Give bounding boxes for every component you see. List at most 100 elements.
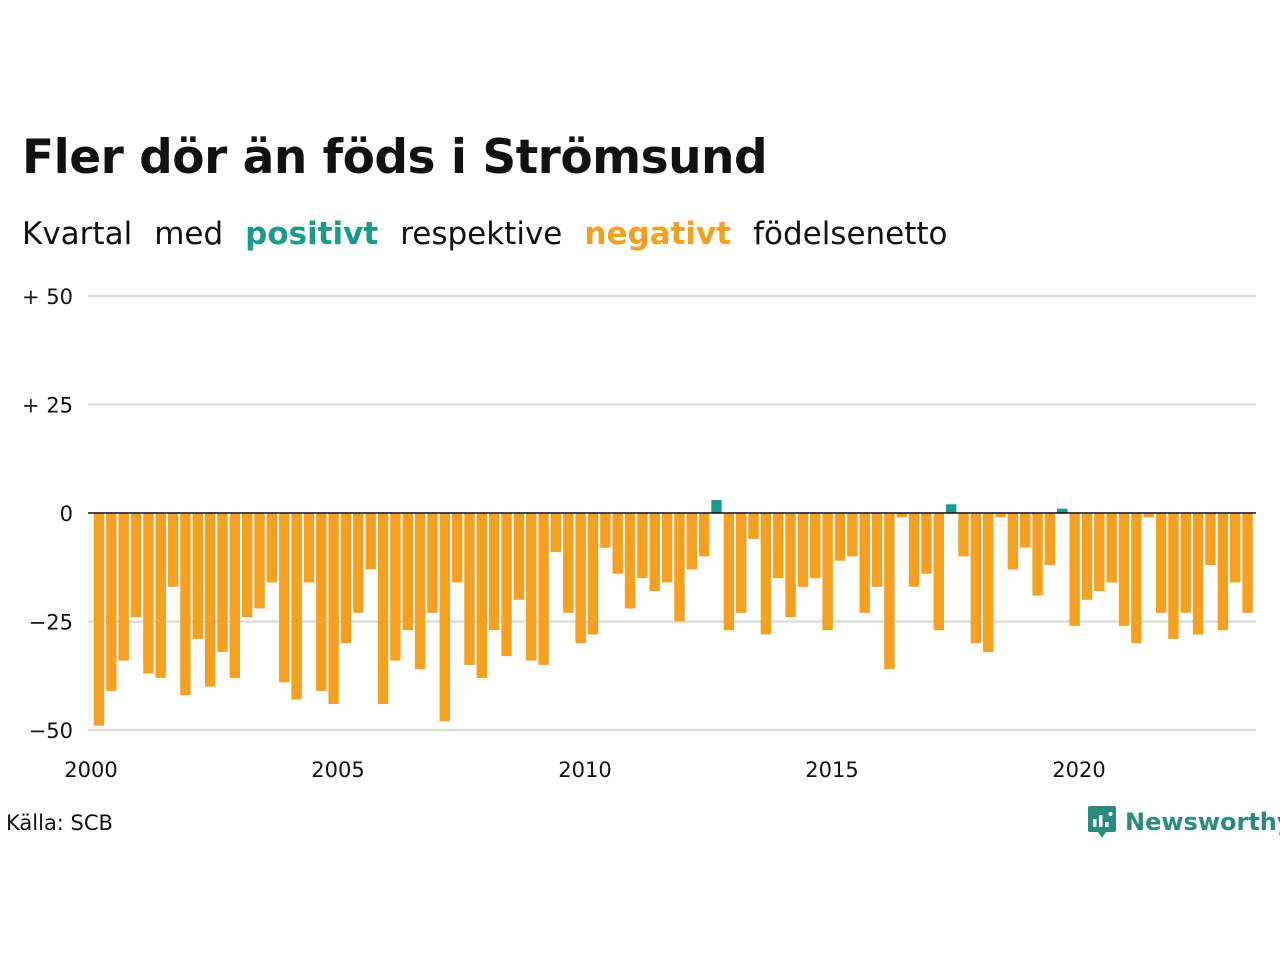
bar [155, 513, 166, 678]
bar [908, 513, 920, 587]
x-tick-label: 2020 [1052, 758, 1105, 782]
bar [970, 513, 982, 644]
bar [550, 513, 562, 553]
bar [1044, 513, 1056, 566]
bar [365, 513, 376, 570]
newsworthy-logo-icon [1088, 806, 1116, 838]
positive-legend-label: positivt [245, 216, 379, 252]
bar [624, 513, 636, 609]
bar [859, 513, 870, 613]
y-tick-label: 0 [60, 502, 73, 526]
bar [1020, 513, 1031, 548]
subtitle-word: födelsenetto [753, 216, 948, 252]
bar [217, 513, 228, 652]
bar [995, 513, 1006, 518]
bar [1057, 508, 1068, 513]
bar [686, 513, 697, 570]
bar [983, 513, 994, 652]
bar [340, 513, 352, 644]
bar [291, 513, 302, 700]
bar [1118, 513, 1130, 626]
bar [489, 513, 500, 631]
bar [538, 513, 549, 665]
bar [834, 513, 846, 561]
bar [748, 513, 759, 540]
bar [612, 513, 623, 574]
bar [1192, 513, 1204, 635]
bar [464, 513, 475, 665]
bar [1081, 513, 1093, 600]
bar [501, 513, 512, 657]
bar [945, 504, 957, 513]
bar [266, 513, 278, 583]
brand-name: Newsworthy [1125, 808, 1280, 836]
bar [921, 513, 932, 574]
bar [1242, 513, 1253, 613]
bar [661, 513, 673, 583]
bar [229, 513, 241, 678]
bar [130, 513, 142, 618]
bar [402, 513, 413, 631]
x-tick-label: 2010 [558, 758, 611, 782]
bar [1230, 513, 1241, 583]
y-axis-labels: + 50 + 25 0 −25 −50 [22, 285, 73, 743]
bar [1131, 513, 1142, 644]
bar [760, 513, 772, 635]
bar [600, 513, 611, 548]
bar [1217, 513, 1229, 631]
bar [118, 513, 129, 661]
x-tick-label: 2000 [64, 758, 117, 782]
bar [180, 513, 191, 696]
subtitle-word: med [154, 216, 224, 252]
y-tick-label: + 25 [22, 394, 73, 418]
bar [303, 513, 315, 583]
bar [279, 513, 290, 683]
bar [698, 513, 710, 557]
subtitle-word: respektive [400, 216, 563, 252]
bar [736, 513, 747, 613]
bar [1106, 513, 1117, 583]
bar [242, 513, 253, 618]
bar [587, 513, 599, 635]
bar [1205, 513, 1216, 566]
bar [192, 513, 203, 639]
y-tick-label: −50 [29, 719, 73, 743]
bar [451, 513, 463, 583]
bars [93, 499, 1253, 726]
bar [933, 513, 944, 631]
bar [526, 513, 537, 661]
bar-chart: + 50 + 25 0 −25 −50 2000 2005 2010 2015 2020 [22, 285, 1256, 782]
bar [847, 513, 858, 557]
bar [143, 513, 154, 674]
bar [773, 513, 784, 579]
bar [871, 513, 883, 587]
bar [674, 513, 685, 622]
bar [1094, 513, 1105, 592]
chart-title: Fler dör än föds i Strömsund [22, 130, 768, 185]
chart-subtitle: Kvartal med positivt respektive negativt föde… [22, 216, 970, 252]
bar [637, 513, 648, 579]
bar [106, 513, 117, 691]
bar [427, 513, 438, 613]
bar [896, 513, 907, 518]
bar [711, 499, 722, 513]
bar [958, 513, 969, 557]
bar [390, 513, 401, 661]
subtitle-word: Kvartal [22, 216, 133, 252]
bar [723, 513, 735, 631]
bar [439, 513, 450, 722]
bar [1032, 513, 1043, 596]
bar [167, 513, 179, 587]
bar [476, 513, 488, 678]
bar [563, 513, 574, 613]
bar [328, 513, 339, 704]
bar [414, 513, 426, 670]
bar [797, 513, 809, 587]
x-tick-label: 2005 [311, 758, 364, 782]
x-axis-labels: 2000 2005 2010 2015 2020 [64, 758, 1105, 782]
bar [649, 513, 660, 592]
bar [1069, 513, 1080, 626]
bar [810, 513, 821, 579]
source-note: Källa: SCB [6, 811, 113, 835]
brand-logo: Newsworthy [1087, 804, 1280, 840]
